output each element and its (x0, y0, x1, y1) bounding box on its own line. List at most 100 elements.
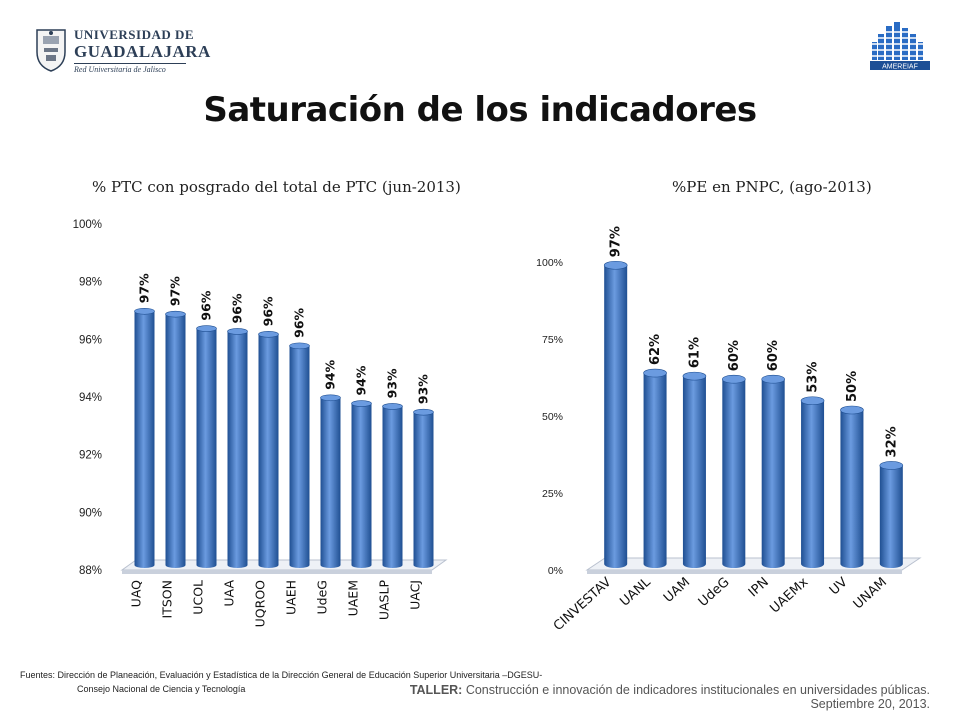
bar-uam (682, 376, 706, 568)
taller-date: Septiembre 20, 2013. (810, 697, 930, 711)
chart2-ytick: 100% (536, 257, 563, 269)
bar-unam (879, 465, 903, 568)
category-label-uaslp: UASLP (377, 580, 392, 621)
chart1-title: % PTC con posgrado del total de PTC (jun… (92, 178, 461, 196)
bar-uaslp (382, 406, 403, 568)
category-label-uv: UV (827, 575, 851, 599)
logo-text-line3: Red Universitaria de Jalisco (74, 65, 166, 74)
data-label-uaem: 94% (354, 365, 369, 395)
bar-top-uacj (413, 408, 434, 416)
data-label-uaq: 97% (137, 273, 152, 303)
category-label-uaa: UAA (222, 580, 237, 607)
chart1-floor-edge (122, 570, 432, 574)
bar-top-uaem (351, 400, 372, 407)
bar-uaq (134, 311, 155, 568)
university-shield-icon (36, 29, 66, 72)
logo-text-line1: Universidad de (74, 27, 195, 42)
logo-right-text: AMEREIAF (882, 64, 918, 71)
category-label-udeg: UdeG (315, 580, 330, 614)
bar-top-uaslp (382, 403, 403, 410)
bar-uaemx (801, 400, 825, 568)
data-label-udeg: 60% (727, 340, 742, 371)
data-label-ucol: 96% (199, 290, 214, 320)
bar-top-ucol (196, 325, 217, 332)
bar-top-uam (682, 371, 707, 381)
bar-top-udeg (722, 374, 746, 384)
bar-top-uv (840, 405, 864, 415)
category-label-uaeh: UAEH (284, 580, 299, 615)
data-label-ipn: 60% (766, 340, 781, 371)
category-label-uqroo: UQROO (253, 580, 268, 628)
bar-uacj (413, 412, 434, 568)
bar-uqroo (258, 334, 279, 568)
bar-top-uanl (643, 368, 667, 378)
bar-cinvestav (604, 265, 628, 568)
category-label-unam: UNAM (851, 575, 890, 612)
taller-text: Construcción e innovación de indicadores… (462, 683, 930, 697)
chart1-ytick: 90% (79, 507, 102, 519)
data-label-udeg: 94% (323, 359, 338, 389)
bar-top-uaa (227, 328, 248, 335)
data-label-uaemx: 53% (806, 362, 821, 393)
bar-top-ipn (761, 374, 785, 384)
chart2-title: %PE en PNPC, (ago-2013) (672, 178, 872, 196)
taller-footer: TALLER: Construcción e innovación de ind… (410, 683, 930, 711)
category-label-cinvestav: CINVESTAV (551, 575, 615, 634)
universidad-de-guadalajara-logo: Universidad de Guadalajara Red Universit… (34, 26, 210, 78)
bar-top-udeg (320, 394, 341, 402)
category-label-ucol: UCOL (191, 580, 206, 615)
bar-top-uaemx (800, 396, 825, 406)
chart2-ytick: 75% (542, 334, 563, 346)
category-label-uam: UAM (661, 575, 693, 606)
bar-uanl (643, 373, 667, 568)
bar-uv (840, 410, 864, 568)
bar-udeg (320, 397, 341, 568)
category-label-udeg: UdeG (696, 575, 733, 610)
bar-ucol (196, 328, 217, 568)
data-label-unam: 32% (884, 426, 899, 457)
bar-top-itson (165, 310, 186, 318)
logo-divider (74, 63, 186, 64)
chart1-ytick: 88% (79, 565, 102, 577)
chart2-floor-edge (587, 570, 902, 574)
category-label-itson: ITSON (160, 580, 175, 618)
chart2-ytick: 50% (542, 411, 563, 423)
data-label-uaa: 96% (230, 293, 245, 323)
chart2-ytick: 25% (542, 488, 563, 500)
chart2-ytick: 0% (548, 565, 563, 577)
sources-line1: Fuentes: Dirección de Planeación, Evalua… (20, 670, 543, 680)
data-label-uaeh: 96% (292, 307, 307, 337)
chart1-ytick: 96% (79, 334, 102, 346)
amereiaf-logo: AMEREIAF (868, 20, 932, 82)
sources-line2: Consejo Nacional de Ciencia y Tecnología (77, 684, 246, 694)
bar-building-icon: AMEREIAF (870, 22, 930, 71)
sources-footer: Fuentes: Dirección de Planeación, Evalua… (20, 668, 542, 696)
category-label-uaem: UAEM (346, 580, 361, 616)
ptc-posgrado-bar-chart: 88% 90% 92% 94% 96% 98% 100% 97% UAQ 97% ITSON 96% U… (73, 219, 448, 628)
data-label-itson: 97% (168, 276, 183, 306)
bar-uaa (227, 331, 248, 568)
chart1-ytick: 94% (79, 392, 102, 404)
bar-top-uaeh (289, 342, 310, 350)
bar-uaeh (289, 345, 310, 568)
data-label-uqroo: 96% (261, 296, 276, 326)
data-label-uv: 50% (845, 371, 860, 402)
category-label-uaq: UAQ (129, 580, 144, 607)
category-label-uaemx: UAEMx (767, 575, 811, 617)
chart2-floor (585, 557, 922, 571)
chart1-ytick: 98% (79, 277, 102, 289)
chart1-ytick: 92% (79, 450, 102, 462)
data-label-uam: 61% (687, 337, 702, 368)
pe-pnpc-bar-chart: 0% 25% 50% 75% 100% 97% CINVESTAV 62% UANL 61% UAM… (536, 226, 922, 634)
bar-ipn (761, 379, 785, 568)
category-label-uacj: UACJ (408, 580, 423, 610)
page-title: Saturación de los indicadores (203, 90, 757, 130)
chart1-ytick: 100% (73, 219, 102, 231)
data-label-uaslp: 93% (385, 368, 400, 398)
bar-itson (165, 314, 186, 568)
bar-top-uaq (134, 307, 155, 315)
category-label-uanl: UANL (617, 574, 654, 609)
data-label-uanl: 62% (648, 334, 663, 365)
data-label-uacj: 93% (416, 374, 431, 404)
bar-top-unam (879, 461, 904, 470)
